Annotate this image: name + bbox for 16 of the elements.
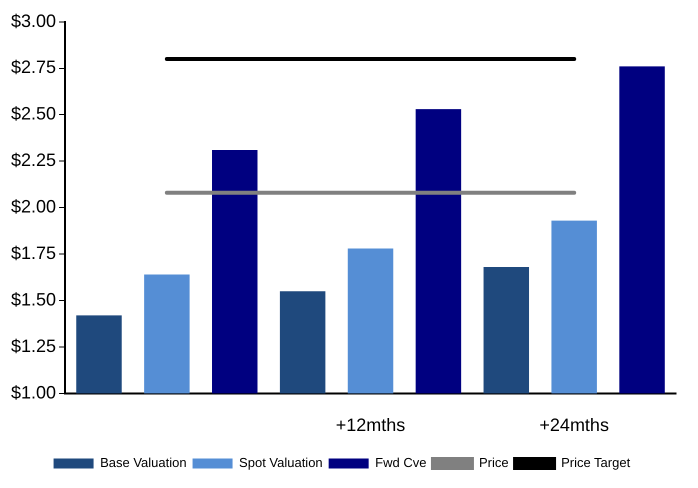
y-tick-label: $1.00: [10, 382, 56, 402]
legend-label: Price: [478, 455, 509, 470]
y-tick-label: $2.00: [10, 196, 56, 217]
y-tick-label: $2.50: [10, 104, 56, 124]
y-tick-label: $1.50: [10, 289, 56, 310]
legend-label: Fwd Cve: [375, 455, 426, 470]
y-tick-label: $3.00: [10, 10, 56, 31]
y-tick-label: $2.25: [10, 150, 56, 170]
legend-label: Spot Valuation: [239, 455, 323, 470]
y-tick-label: $2.75: [10, 57, 56, 78]
legend-label: Price Target: [561, 455, 631, 470]
y-tick-label: $1.25: [10, 336, 56, 356]
x-tick-label: +24mths: [539, 415, 609, 436]
x-tick-label: +12mths: [336, 415, 406, 436]
legend-label: Base Valuation: [100, 455, 187, 470]
y-tick-label: $1.75: [10, 243, 56, 264]
